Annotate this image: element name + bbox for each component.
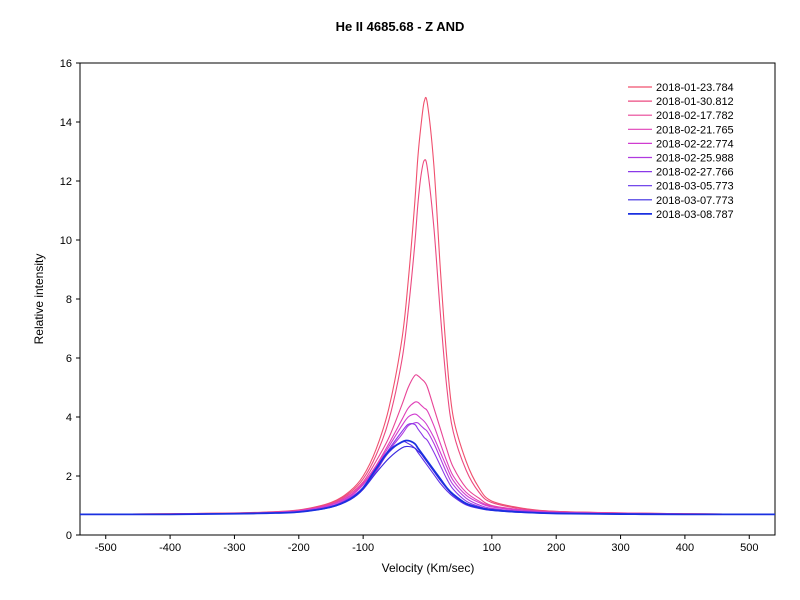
x-axis-label: Velocity (Km/sec) [382, 561, 475, 575]
series-line-8 [79, 440, 776, 515]
x-tick-label: 300 [611, 542, 629, 554]
series-line-2 [79, 159, 776, 515]
x-tick-label: -400 [159, 542, 181, 554]
series-line-5 [79, 413, 776, 515]
legend-entry-label: 2018-02-22.774 [656, 138, 734, 150]
y-tick-label: 4 [66, 412, 72, 424]
y-tick-label: 0 [66, 530, 72, 542]
y-tick-label: 8 [66, 294, 72, 306]
y-tick-label: 14 [60, 117, 72, 129]
y-tick-label: 12 [60, 176, 72, 188]
legend-entry-label: 2018-03-05.773 [656, 181, 734, 193]
y-tick-label: 2 [66, 471, 72, 483]
legend-entry-label: 2018-02-21.765 [656, 124, 734, 136]
y-tick-label: 16 [60, 58, 72, 70]
x-tick-label: 100 [483, 542, 501, 554]
x-axis: -500 -400 -300 -200 -100 100 200 300 400 500 [95, 535, 758, 554]
legend-entry-label: 2018-02-27.766 [656, 167, 734, 179]
legend-entry-label: 2018-02-17.782 [656, 110, 734, 122]
legend-entry-label: 2018-02-25.988 [656, 153, 734, 165]
x-tick-label: 200 [547, 542, 565, 554]
series-lines [79, 96, 776, 516]
x-tick-label: -100 [352, 542, 374, 554]
x-tick-label: -200 [288, 542, 310, 554]
series-line-3 [79, 374, 776, 515]
series-line-6 [79, 421, 776, 515]
series-line-10 [79, 439, 776, 516]
legend-entry-label: 2018-01-23.784 [656, 82, 734, 94]
series-line-4 [79, 401, 776, 515]
x-tick-label: 500 [740, 542, 758, 554]
y-tick-label: 6 [66, 353, 72, 365]
x-tick-label: 400 [676, 542, 694, 554]
x-tick-label: -300 [223, 542, 245, 554]
y-tick-label: 10 [60, 235, 72, 247]
y-axis: 0 2 4 6 8 10 12 14 16 [60, 58, 80, 542]
legend-entry-label: 2018-01-30.812 [656, 96, 734, 108]
legend: 2018-01-23.784 2018-01-30.812 2018-02-17.7… [628, 82, 734, 221]
chart-title: He II 4685.68 - Z AND [336, 19, 465, 34]
x-tick-label: -500 [95, 542, 117, 554]
legend-entry-label: 2018-03-08.787 [656, 209, 734, 221]
legend-entry-label: 2018-03-07.773 [656, 195, 734, 207]
series-line-7 [79, 423, 776, 515]
series-line-9 [79, 445, 776, 515]
y-axis-label: Relative intensity [32, 254, 46, 345]
